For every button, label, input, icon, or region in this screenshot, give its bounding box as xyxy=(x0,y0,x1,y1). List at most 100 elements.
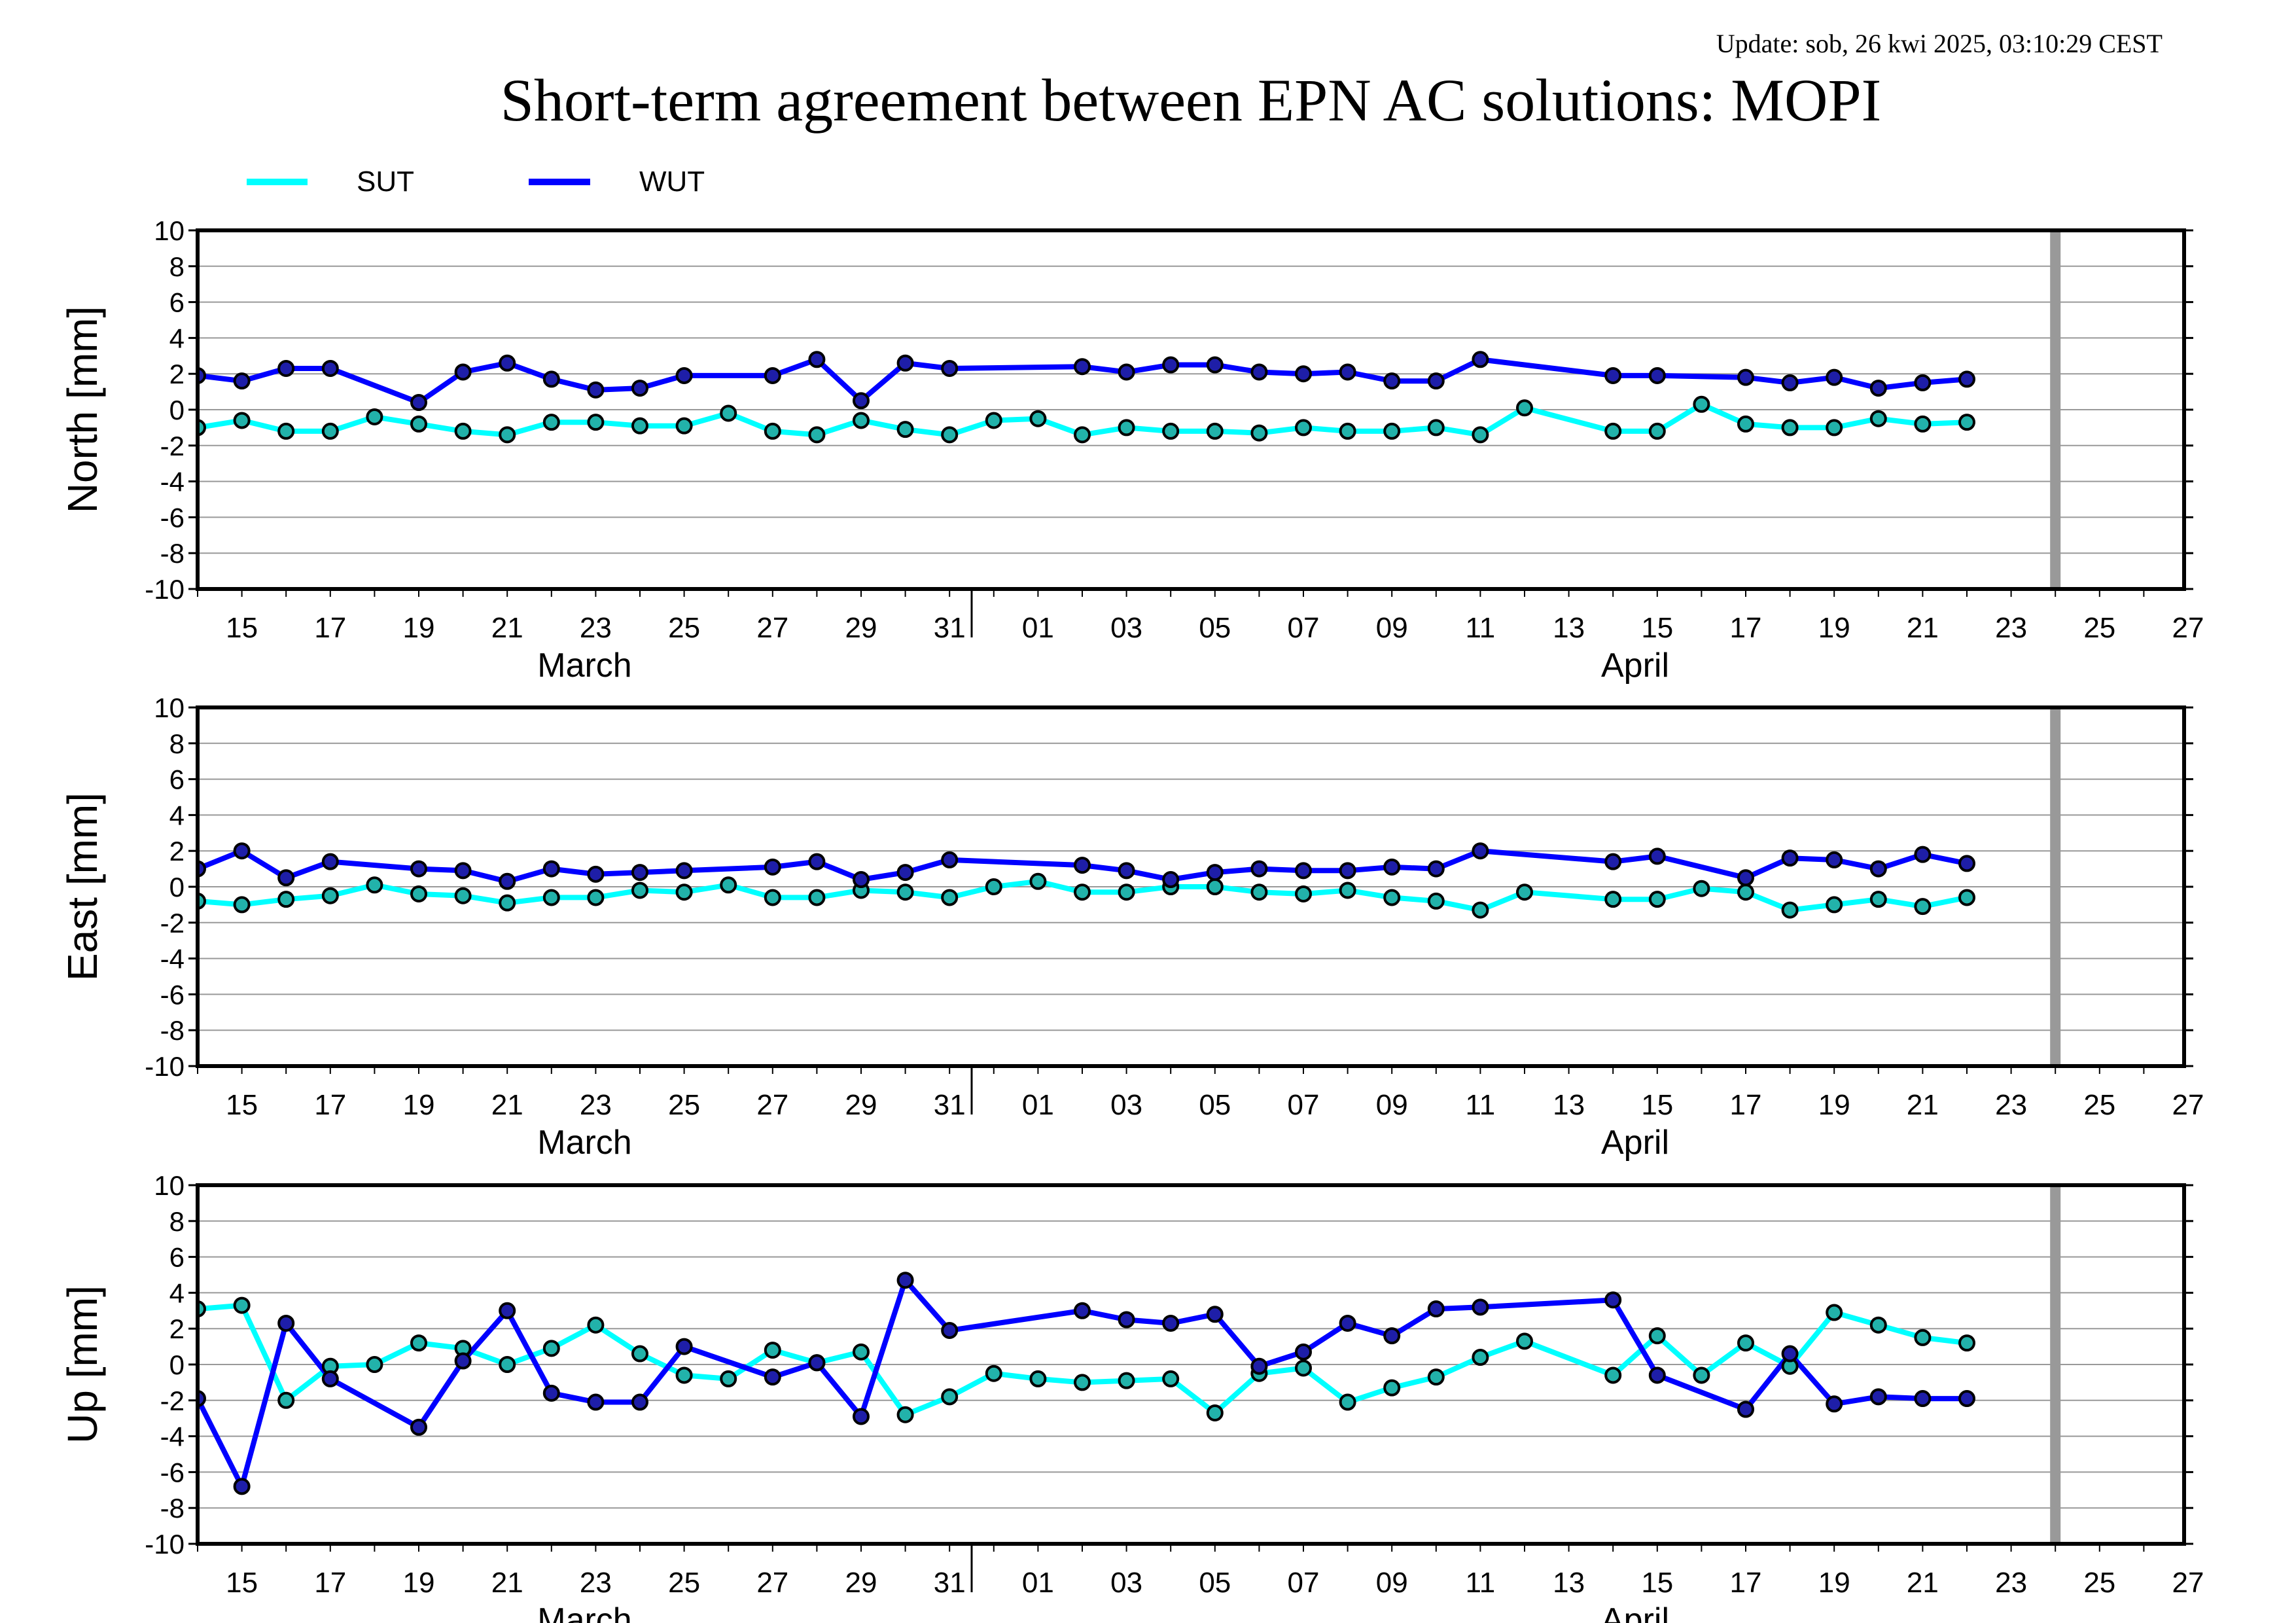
x-tick-label: 19 xyxy=(1818,1567,1850,1599)
plot-frame xyxy=(196,705,2186,1068)
x-tick-label: 23 xyxy=(580,1567,612,1599)
y-tick-label: 0 xyxy=(169,872,185,902)
series-line-sut xyxy=(198,878,1968,913)
data-point-wut xyxy=(675,366,693,384)
data-point-sut xyxy=(1250,883,1268,901)
x-tick-label: 05 xyxy=(1199,1089,1231,1121)
data-point-wut xyxy=(1250,363,1268,381)
data-point-sut xyxy=(1958,889,1975,906)
y-tick-label: 10 xyxy=(154,1170,185,1201)
y-tick-label: 8 xyxy=(169,728,185,759)
y-tick-label: -8 xyxy=(160,1493,185,1524)
data-point-sut xyxy=(1604,422,1622,440)
x-tick-label: 25 xyxy=(668,612,700,644)
y-tick-label: -10 xyxy=(145,574,185,605)
data-point-wut xyxy=(631,380,648,397)
x-tick-label: 07 xyxy=(1288,1567,1320,1599)
data-point-wut xyxy=(941,851,959,868)
data-point-sut xyxy=(410,885,427,902)
data-point-sut xyxy=(277,1391,295,1409)
data-point-wut xyxy=(1339,862,1356,880)
data-point-wut xyxy=(1206,1306,1224,1323)
data-point-sut xyxy=(1074,1374,1091,1391)
data-point-wut xyxy=(1074,1302,1091,1319)
data-point-sut xyxy=(631,417,648,435)
data-point-sut xyxy=(1206,422,1224,440)
data-point-wut xyxy=(233,842,251,860)
panel-east: 10 8 6 4 2 0 -2 -4 -6 -8 -10 East [mm] 15 17 19 21 23 25 2… xyxy=(59,692,2204,1162)
data-point-wut xyxy=(410,394,427,412)
data-point-sut xyxy=(587,1316,605,1334)
data-point-sut xyxy=(1074,426,1091,444)
y-tick-label: -4 xyxy=(160,1421,185,1452)
data-point-sut xyxy=(941,1388,959,1406)
data-point-sut xyxy=(233,412,251,429)
x-tick-label: 25 xyxy=(668,1567,700,1599)
data-point-wut xyxy=(321,359,339,377)
y-axis-label: Up [mm] xyxy=(59,1285,106,1444)
data-point-sut xyxy=(1516,399,1533,417)
x-tick-label: 29 xyxy=(845,1567,877,1599)
x-tick-label: 01 xyxy=(1022,1567,1054,1599)
data-point-wut xyxy=(1295,862,1312,880)
data-point-sut xyxy=(1383,1379,1401,1397)
y-tick-label: 6 xyxy=(169,764,185,795)
x-tick-label: 19 xyxy=(403,1089,435,1121)
data-point-wut xyxy=(941,1321,959,1339)
data-point-sut xyxy=(1295,1359,1312,1377)
y-tick-label: -8 xyxy=(160,538,185,569)
data-point-sut xyxy=(366,1356,383,1373)
data-point-sut xyxy=(1781,419,1799,437)
data-point-wut xyxy=(808,853,826,870)
y-tick-label: 4 xyxy=(169,1277,185,1308)
data-point-sut xyxy=(631,882,648,899)
data-point-wut xyxy=(1383,858,1401,876)
x-tick-label: 27 xyxy=(2172,1089,2204,1121)
y-axis-label: North [mm] xyxy=(59,306,106,513)
data-point-wut xyxy=(1472,842,1489,860)
legend: SUT WUT xyxy=(247,166,705,198)
data-point-wut xyxy=(1383,372,1401,390)
series-line-sut xyxy=(198,1302,1968,1418)
x-tick-label: 27 xyxy=(756,612,788,644)
data-point-sut xyxy=(896,883,914,901)
data-point-wut xyxy=(1604,853,1622,870)
x-tick-label: 07 xyxy=(1288,1089,1320,1121)
data-point-wut xyxy=(1162,871,1180,889)
data-point-sut xyxy=(1869,410,1887,427)
chart-title: Short-term agreement between EPN AC solu… xyxy=(501,67,1882,134)
data-point-sut xyxy=(1869,891,1887,908)
x-tick-label: 31 xyxy=(934,1567,966,1599)
data-point-sut xyxy=(764,422,781,440)
y-tick-label: -6 xyxy=(160,979,185,1010)
x-tick-label: 15 xyxy=(226,1567,258,1599)
x-tick-label: 17 xyxy=(1730,612,1762,644)
data-point-sut xyxy=(321,422,339,440)
x-tick-label: 21 xyxy=(1907,612,1939,644)
month-label: March xyxy=(537,1601,631,1623)
data-point-wut xyxy=(1737,1400,1754,1418)
data-point-wut xyxy=(1737,368,1754,386)
data-point-sut xyxy=(1648,891,1666,908)
data-point-wut xyxy=(1781,374,1799,391)
data-point-sut xyxy=(1427,1368,1445,1386)
data-point-wut xyxy=(1648,1366,1666,1384)
y-tick-label: 2 xyxy=(169,359,185,389)
x-tick-label: 17 xyxy=(1730,1089,1762,1121)
data-point-wut xyxy=(1118,1311,1135,1329)
data-point-wut xyxy=(454,862,472,880)
data-point-wut xyxy=(1250,860,1268,878)
data-point-wut xyxy=(233,372,251,390)
data-point-wut xyxy=(1074,358,1091,376)
data-point-sut xyxy=(587,414,605,431)
data-point-wut xyxy=(1118,862,1135,880)
data-area xyxy=(198,351,1975,444)
data-point-sut xyxy=(1958,1334,1975,1352)
x-tick-label: 19 xyxy=(403,1567,435,1599)
y-axis-label: East [mm] xyxy=(59,793,106,981)
data-point-sut xyxy=(1427,419,1445,437)
month-label: March xyxy=(537,647,631,685)
data-point-wut xyxy=(853,392,870,410)
x-tick-label: 07 xyxy=(1288,612,1320,644)
